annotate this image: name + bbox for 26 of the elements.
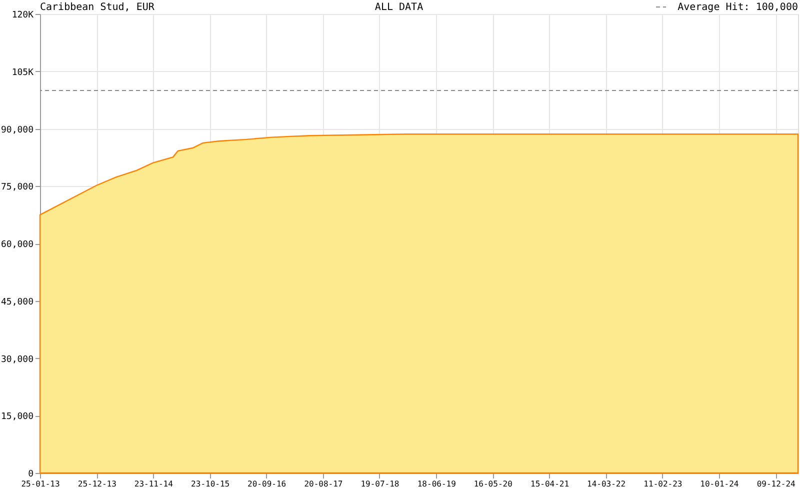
y-tick-label: 0 bbox=[28, 470, 34, 480]
x-tick-label: 25-01-13 bbox=[21, 480, 60, 488]
x-tick-label: 09-12-24 bbox=[756, 480, 796, 488]
x-tick-label: 20-08-17 bbox=[304, 480, 343, 488]
x-tick-label: 18-06-19 bbox=[417, 480, 456, 488]
x-tick-label: 10-01-24 bbox=[700, 480, 739, 488]
y-tick-label: 60,000 bbox=[0, 240, 34, 250]
y-tick-label: 30,000 bbox=[0, 354, 34, 365]
x-tick-label: 23-11-14 bbox=[134, 480, 174, 488]
y-tick-label: 120K bbox=[12, 10, 34, 20]
x-tick-label: 15-04-21 bbox=[530, 480, 570, 488]
x-tick-label: 25-12-13 bbox=[78, 480, 117, 488]
y-tick-label: 90,000 bbox=[0, 125, 34, 136]
chart-subtitle: ALL DATA bbox=[374, 2, 424, 13]
x-tick-label: 20-09-16 bbox=[248, 480, 286, 488]
x-tick-label: 14-03-22 bbox=[587, 480, 626, 488]
y-tick-label: 105K bbox=[12, 68, 34, 78]
x-tick-label: 11-02-23 bbox=[644, 480, 682, 488]
legend-label: Average Hit: 100,000 bbox=[678, 2, 798, 13]
y-tick-label: 45,000 bbox=[0, 297, 34, 308]
y-tick-label: 15,000 bbox=[0, 412, 34, 422]
x-tick-label: 16-05-20 bbox=[474, 480, 513, 488]
x-tick-label: 19-07-18 bbox=[360, 480, 400, 488]
y-tick-label: 75,000 bbox=[0, 182, 34, 193]
chart-title: Caribbean Stud, EUR bbox=[40, 2, 156, 13]
x-tick-label: 23-10-15 bbox=[191, 480, 230, 488]
